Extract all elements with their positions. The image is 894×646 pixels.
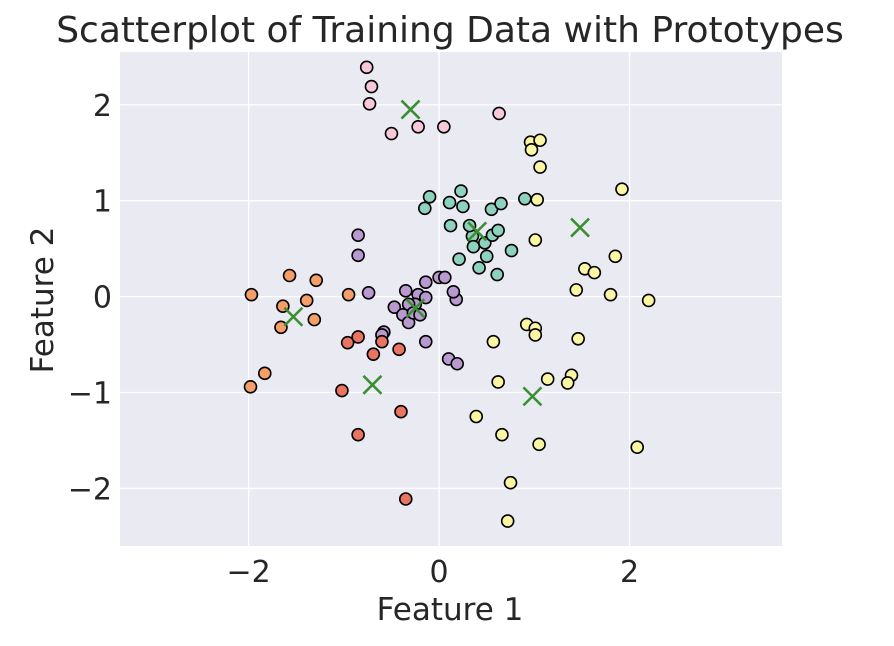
- prototype-marker: [400, 99, 421, 120]
- prototype-marker: [570, 217, 590, 238]
- data-point-class-6: [394, 404, 408, 419]
- data-point-class-3: [641, 293, 656, 308]
- data-point-class-5: [244, 287, 259, 302]
- data-point-class-3: [533, 160, 547, 174]
- data-point-class-2: [418, 201, 432, 216]
- data-point-class-2: [422, 190, 437, 204]
- data-point-class-6: [398, 492, 413, 506]
- data-point-class-2: [466, 239, 481, 254]
- data-point-class-3: [500, 514, 515, 528]
- data-point-class-2: [472, 261, 486, 275]
- data-point-class-5: [309, 273, 324, 288]
- data-point-class-6: [366, 347, 381, 361]
- data-point-class-5: [307, 312, 322, 327]
- data-point-class-2: [504, 243, 519, 258]
- data-point-class-3: [486, 334, 501, 349]
- data-point-class-2: [490, 267, 504, 282]
- data-point-class-4: [361, 285, 376, 300]
- data-point-class-4: [398, 284, 413, 298]
- data-point-class-3: [569, 283, 584, 297]
- data-point-class-4: [438, 270, 452, 285]
- data-point-class-5: [341, 287, 356, 302]
- data-point-class-6: [340, 335, 355, 350]
- data-point-class-1: [359, 60, 374, 75]
- data-point-class-5: [299, 293, 314, 308]
- data-point-class-4: [387, 300, 402, 314]
- data-point-class-4: [413, 308, 427, 322]
- data-point-class-6: [335, 383, 349, 398]
- data-point-class-4: [450, 356, 464, 371]
- prototype-marker: [362, 374, 383, 395]
- data-point-class-2: [479, 249, 494, 264]
- x-tick-label: 0: [430, 555, 449, 590]
- y-tick-label: −1: [68, 377, 112, 412]
- data-point-class-2: [462, 218, 477, 233]
- data-point-class-5: [257, 366, 272, 381]
- data-point-class-2: [494, 196, 508, 211]
- y-axis-label: Feature 2: [25, 227, 61, 374]
- x-tick-label: −2: [226, 555, 270, 590]
- data-point-class-3: [491, 375, 505, 389]
- data-point-class-2: [442, 195, 457, 210]
- x-axis-label: Feature 1: [377, 592, 524, 628]
- data-point-class-5: [243, 379, 258, 394]
- prototype-marker: [405, 298, 426, 319]
- data-point-class-3: [532, 437, 546, 452]
- data-point-class-3: [540, 372, 555, 386]
- data-point-class-1: [384, 126, 399, 141]
- data-point-class-6: [375, 334, 389, 349]
- data-point-class-1: [437, 120, 451, 134]
- y-tick-label: 1: [93, 185, 112, 220]
- data-point-class-2: [518, 191, 532, 206]
- data-point-class-3: [524, 143, 539, 157]
- data-point-class-5: [282, 268, 297, 283]
- data-point-class-4: [418, 334, 433, 349]
- data-point-class-3: [469, 409, 484, 424]
- data-point-class-2: [454, 184, 468, 198]
- data-point-class-3: [530, 192, 545, 207]
- plot-area: [120, 52, 782, 546]
- data-point-class-3: [528, 328, 543, 342]
- data-point-class-3: [608, 249, 623, 264]
- data-point-class-3: [495, 427, 509, 442]
- data-point-class-1: [411, 120, 425, 134]
- data-point-class-1: [362, 96, 377, 111]
- data-point-class-6: [351, 330, 365, 344]
- data-point-class-1: [364, 79, 379, 94]
- prototype-marker: [283, 306, 304, 327]
- data-point-class-4: [446, 285, 461, 299]
- y-tick-label: 2: [93, 89, 112, 124]
- y-tick-label: 0: [93, 281, 112, 316]
- data-point-class-4: [351, 248, 365, 263]
- data-point-class-1: [492, 106, 506, 121]
- data-point-class-4: [351, 228, 365, 243]
- data-point-class-3: [603, 287, 618, 302]
- data-point-class-4: [418, 275, 433, 290]
- data-point-class-3: [503, 475, 518, 490]
- data-point-class-3: [528, 233, 543, 247]
- data-point-class-2: [443, 218, 458, 233]
- prototype-marker: [467, 221, 488, 242]
- x-tick-label: 2: [620, 555, 639, 590]
- data-point-class-6: [351, 427, 365, 442]
- data-point-class-2: [452, 252, 466, 266]
- data-point-class-3: [587, 265, 602, 280]
- prototype-marker: [522, 386, 543, 407]
- data-point-class-2: [456, 199, 470, 214]
- chart-title: Scatterplot of Training Data with Protot…: [56, 10, 844, 51]
- data-point-class-2: [491, 223, 505, 238]
- data-point-class-3: [533, 133, 547, 148]
- data-point-class-3: [630, 440, 645, 455]
- y-tick-label: −2: [68, 472, 112, 507]
- data-point-class-6: [392, 342, 406, 357]
- data-point-class-3: [560, 376, 575, 390]
- data-point-class-3: [615, 182, 629, 196]
- data-point-class-3: [571, 332, 585, 346]
